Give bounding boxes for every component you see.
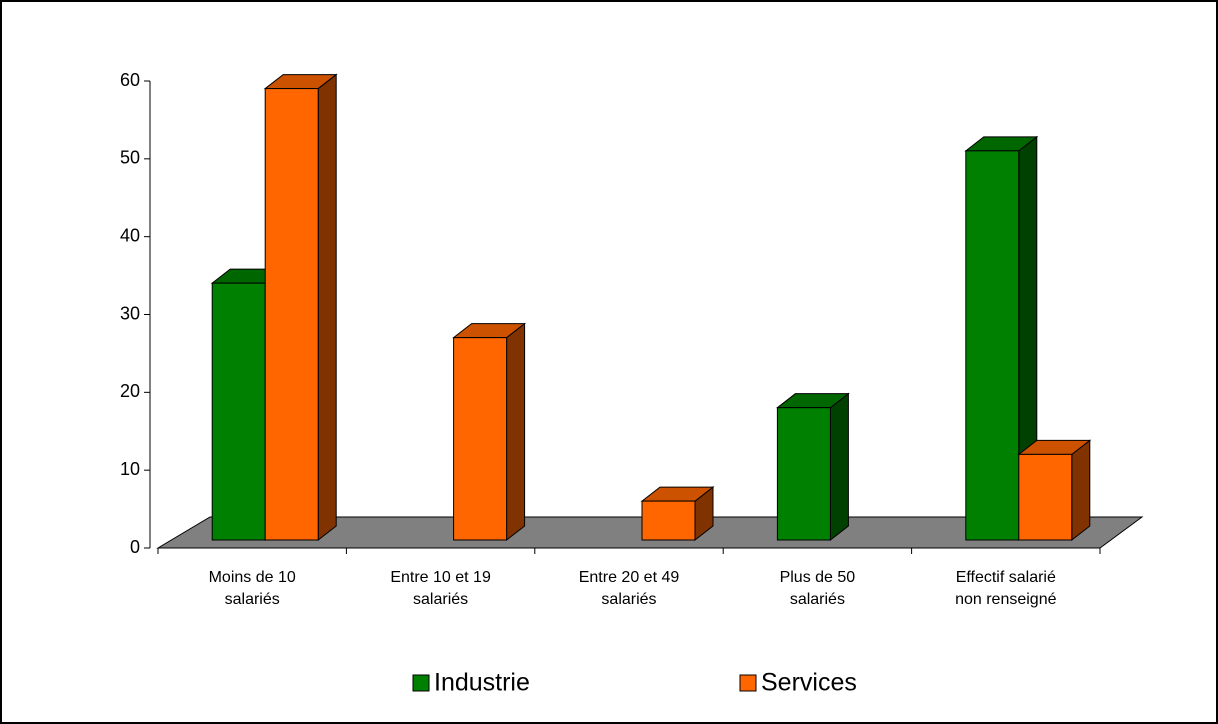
bar	[264, 88, 319, 541]
y-tick-label: 40	[120, 225, 140, 245]
x-tick-label: Plus de 50 salariés	[779, 569, 856, 608]
bar	[641, 500, 696, 541]
x-tick-label: Entre 10 et 19 salariés	[390, 569, 491, 608]
x-tick-label: Moins de 10 salariés	[208, 569, 296, 608]
bar-side	[829, 392, 849, 542]
bar	[453, 337, 508, 541]
y-tick-label: 60	[120, 70, 140, 90]
y-tick-label: 0	[130, 537, 140, 557]
bar-side	[317, 73, 337, 542]
bar-side	[1071, 439, 1091, 542]
legend-label: Industrie	[434, 669, 530, 697]
bar	[211, 282, 266, 541]
bar	[1018, 453, 1073, 541]
y-tick-label: 50	[120, 148, 140, 168]
legend-swatch	[412, 674, 430, 692]
bar-side	[506, 322, 526, 542]
y-tick-label: 30	[120, 303, 140, 323]
legend-swatch	[739, 674, 757, 692]
x-tick-label: Entre 20 et 49 salariés	[578, 569, 680, 608]
x-tick-label: Effectif salarié non renseigné	[955, 569, 1057, 608]
y-tick-label: 10	[120, 459, 140, 479]
legend-label: Services	[761, 669, 857, 697]
bar	[776, 407, 831, 541]
y-tick-label: 20	[120, 381, 140, 401]
bar	[965, 150, 1020, 541]
